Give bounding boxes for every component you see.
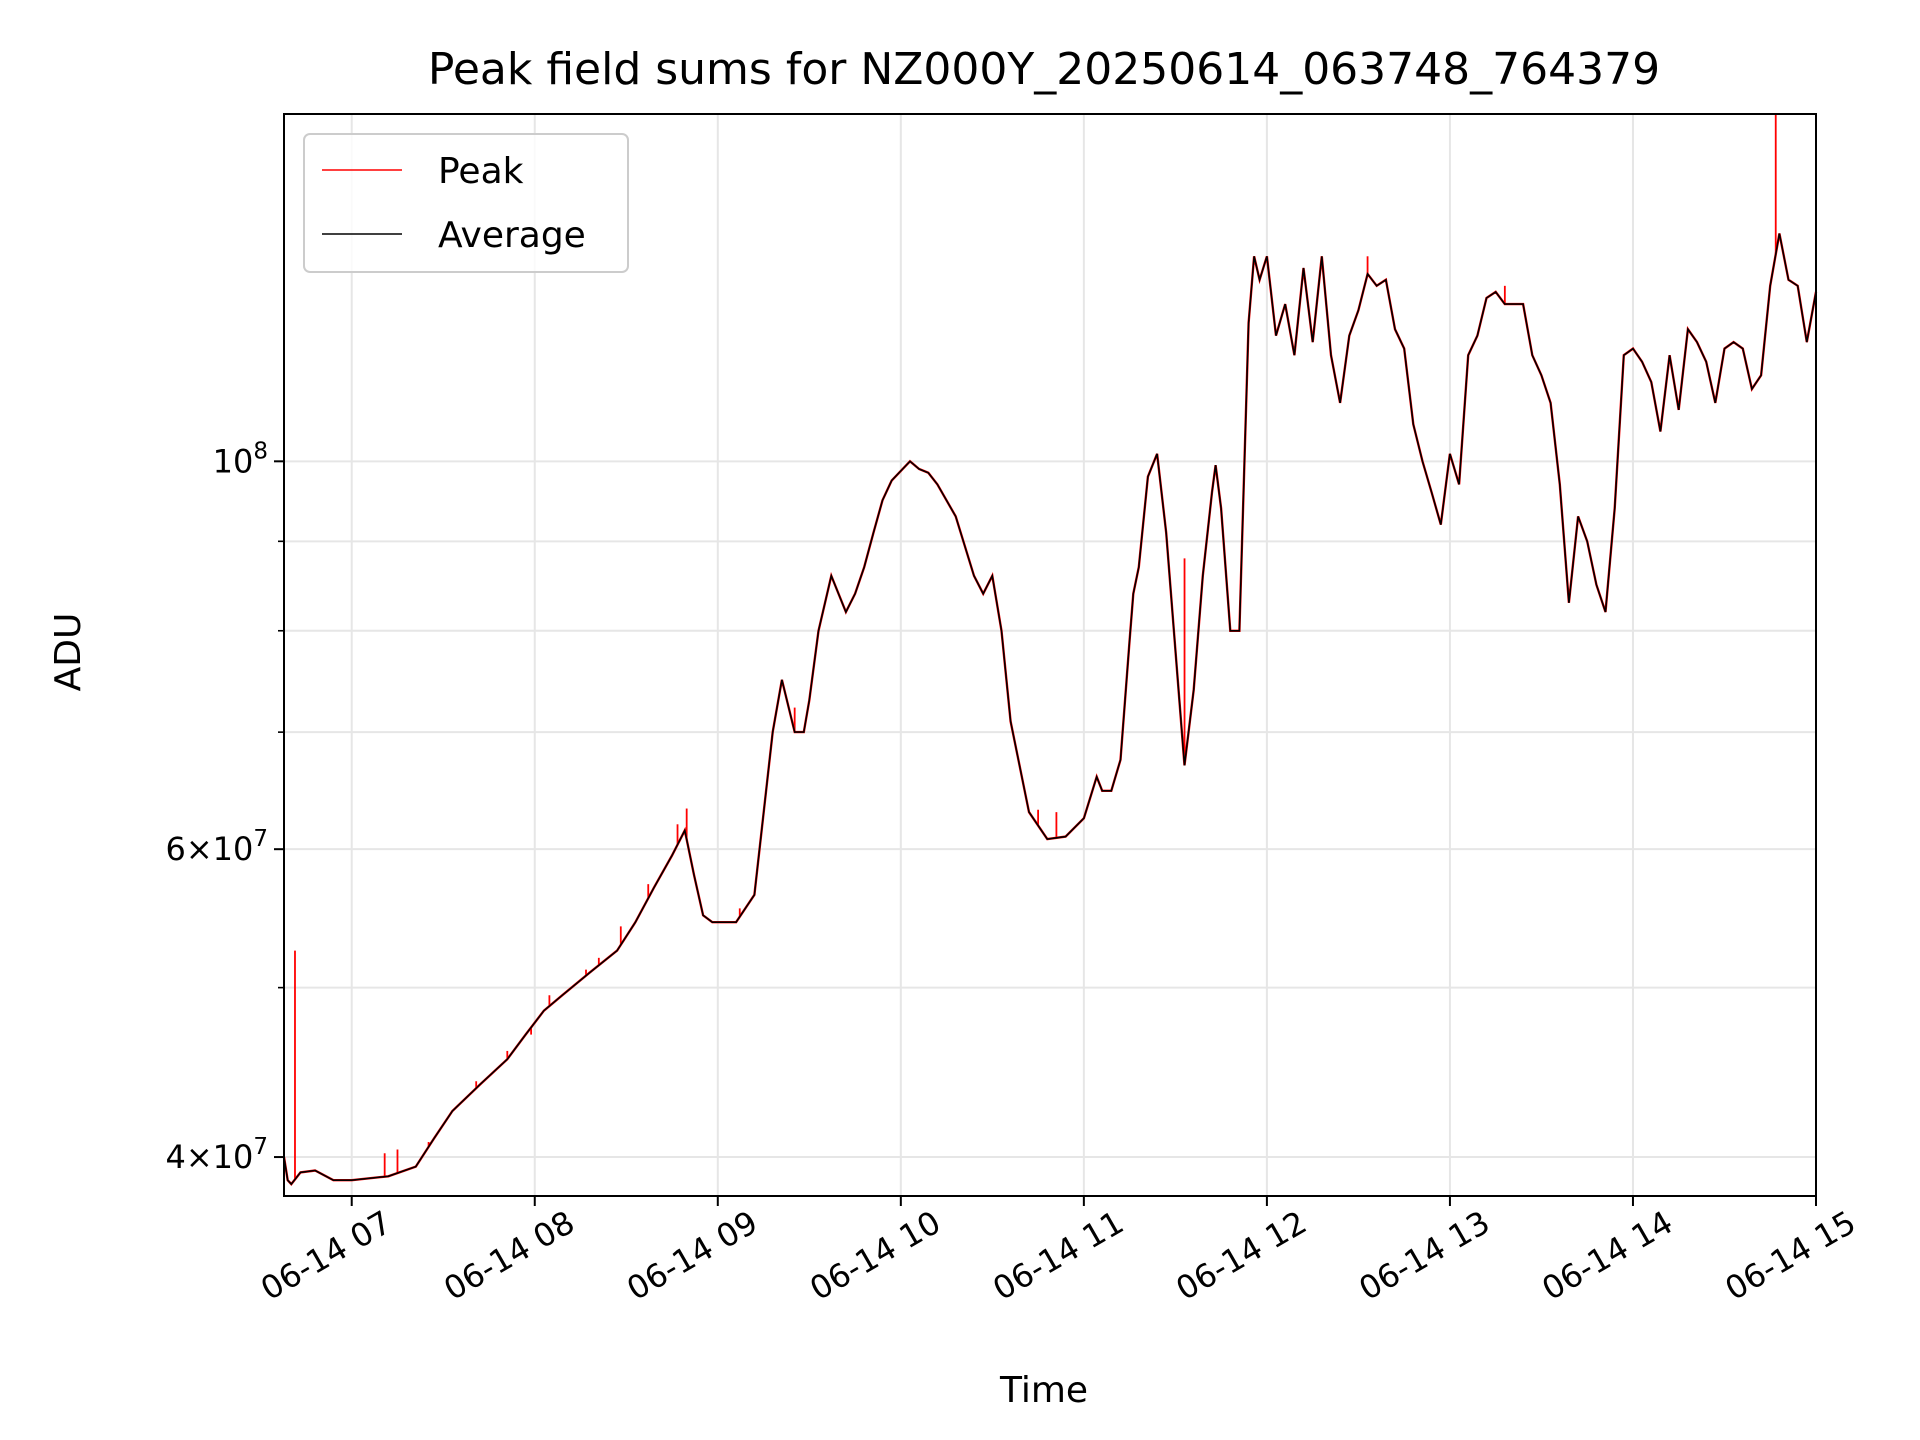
y-tick-label: 6×107: [165, 826, 268, 868]
legend-label-peak: Peak: [438, 151, 524, 192]
plot-series: [282, 114, 1818, 1186]
chart-title: Peak field sums for NZ000Y_20250614_0637…: [428, 44, 1660, 95]
y-tick-label-exponent: 7: [253, 1134, 268, 1160]
legend: Peak Average: [303, 133, 629, 273]
legend-label-average: Average: [438, 215, 586, 256]
plot-frame: [283, 113, 1817, 1197]
y-tick-label: 108: [213, 438, 268, 480]
legend-box: [303, 133, 629, 273]
y-tick-label-base: 4×10: [165, 1138, 253, 1176]
y-tick-label-base: 10: [213, 442, 254, 480]
y-tick-label-exponent: 7: [253, 826, 268, 852]
y-tick-label: 4×107: [165, 1134, 268, 1176]
y-tick-label-base: 6×10: [165, 830, 253, 868]
y-tick-label-exponent: 8: [253, 438, 268, 464]
x-axis-label: Time: [999, 1370, 1088, 1411]
y-axis-label: ADU: [48, 613, 89, 692]
average-line: [283, 233, 1817, 1186]
